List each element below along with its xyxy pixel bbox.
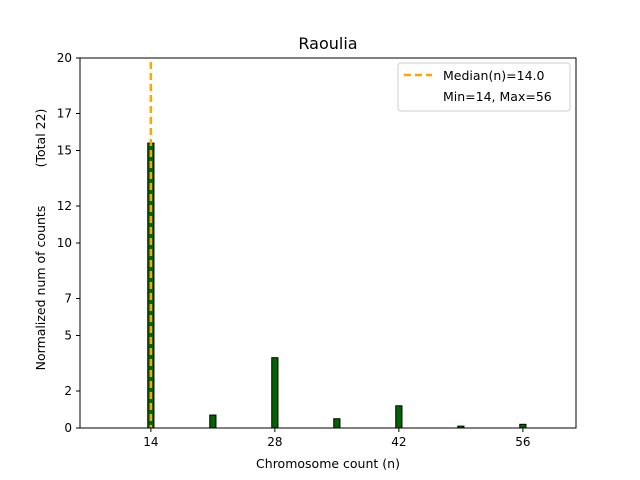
y-tick-label: 12	[57, 199, 72, 213]
legend: Median(n)=14.0 Min=14, Max=56	[397, 62, 571, 112]
bar-28	[271, 357, 279, 429]
x-axis-label: Chromosome count (n)	[256, 456, 400, 471]
x-tick-label: 28	[267, 435, 282, 449]
bar-56	[519, 423, 527, 429]
y-tick-label: 15	[57, 144, 72, 158]
x-tick-label: 42	[391, 435, 406, 449]
chart-title: Raoulia	[298, 34, 357, 53]
bar-21	[209, 414, 217, 429]
y-tick-label: 17	[57, 107, 72, 121]
x-tick-label: 14	[143, 435, 158, 449]
y-tick-label: 10	[57, 236, 72, 250]
y-tick-label: 5	[64, 329, 72, 343]
bar-35	[333, 418, 341, 429]
y-axis-label: Normalized num of counts	[33, 206, 48, 371]
bar-42	[395, 405, 403, 429]
bars-group	[147, 142, 527, 429]
legend-median-text: Median(n)=14.0	[443, 68, 544, 83]
legend-box	[397, 62, 571, 112]
y-tick-label: 7	[64, 292, 72, 306]
y-axis-ticks: 0 2 5 7 10 12 15 17 20	[57, 51, 80, 435]
y-tick-label: 0	[64, 421, 72, 435]
legend-minmax-text: Min=14, Max=56	[443, 89, 552, 104]
x-axis-ticks: 14 28 42 56	[143, 428, 530, 449]
x-tick-label: 56	[515, 435, 530, 449]
y-axis-total-label: (Total 22)	[33, 109, 48, 168]
y-tick-label: 20	[57, 51, 72, 65]
y-tick-label: 2	[64, 384, 72, 398]
